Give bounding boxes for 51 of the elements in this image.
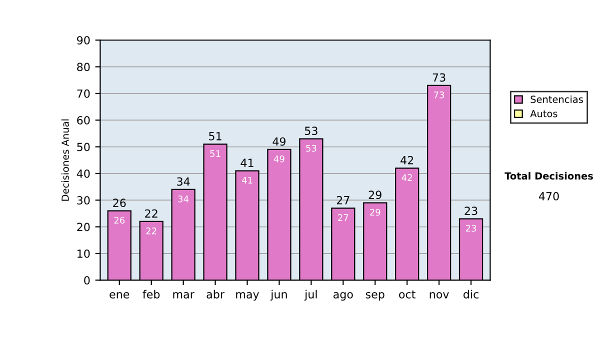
x-tick-label: jun bbox=[270, 290, 287, 301]
x-tick-label: oct bbox=[399, 290, 416, 298]
total-label: 26 bbox=[113, 198, 126, 208]
y-tick-label: 60 bbox=[77, 116, 90, 125]
total-label: 23 bbox=[464, 206, 478, 216]
data-label: 53 bbox=[306, 144, 316, 152]
y-tick-label: 80 bbox=[77, 62, 90, 72]
data-label: 26 bbox=[114, 216, 125, 224]
total-label: 73 bbox=[432, 73, 446, 82]
text: Total Decisiones bbox=[504, 172, 593, 180]
data-label: 42 bbox=[402, 174, 412, 181]
y-tick-label: 90 bbox=[77, 36, 90, 44]
total-label: 27 bbox=[336, 196, 350, 204]
x-tick-label: ene bbox=[110, 292, 130, 298]
data-label: 41 bbox=[242, 176, 252, 184]
y-tick-label: 30 bbox=[77, 196, 90, 205]
data-label: 49 bbox=[274, 156, 284, 162]
total-label: 49 bbox=[272, 137, 286, 146]
x-tick-label: may bbox=[236, 292, 260, 301]
y-tick-label: 40 bbox=[76, 169, 90, 178]
data-label: 23 bbox=[466, 224, 476, 232]
total-label: 42 bbox=[400, 156, 414, 164]
data-label: 27 bbox=[338, 214, 348, 221]
y-tick-label: 70 bbox=[77, 89, 90, 98]
data-label: 29 bbox=[370, 208, 380, 216]
x-tick-label: dic bbox=[464, 290, 478, 298]
data-label: 73 bbox=[434, 91, 444, 98]
total-label: 53 bbox=[304, 126, 318, 136]
y-axis-title: Decisiones Anual bbox=[61, 119, 69, 201]
total-label: 51 bbox=[209, 132, 222, 140]
x-tick-label: jul bbox=[304, 290, 317, 301]
y-tick-label: 50 bbox=[77, 142, 90, 152]
y-tick-label: 20 bbox=[77, 222, 90, 232]
total-label: 41 bbox=[240, 158, 254, 167]
x-tick-label: sep bbox=[366, 292, 384, 301]
total-label: 22 bbox=[145, 209, 158, 218]
x-tick-label: feb bbox=[142, 290, 160, 298]
data-label: 22 bbox=[146, 228, 156, 234]
x-tick-label: nov bbox=[430, 292, 449, 298]
x-tick-label: mar bbox=[173, 292, 194, 298]
data-label: 51 bbox=[210, 150, 220, 157]
x-tick-label: ago bbox=[333, 292, 353, 301]
y-tick-label: 0 bbox=[84, 276, 90, 285]
x-tick-label: abr bbox=[206, 290, 224, 298]
total-label: 34 bbox=[177, 177, 190, 186]
data-label: 34 bbox=[178, 196, 189, 202]
y-tick-label: 10 bbox=[78, 249, 90, 258]
legend-label: Sentencias bbox=[530, 95, 583, 104]
text: 470 bbox=[538, 192, 559, 200]
total-label: 29 bbox=[368, 190, 382, 200]
legend-label: Autos bbox=[530, 110, 558, 118]
